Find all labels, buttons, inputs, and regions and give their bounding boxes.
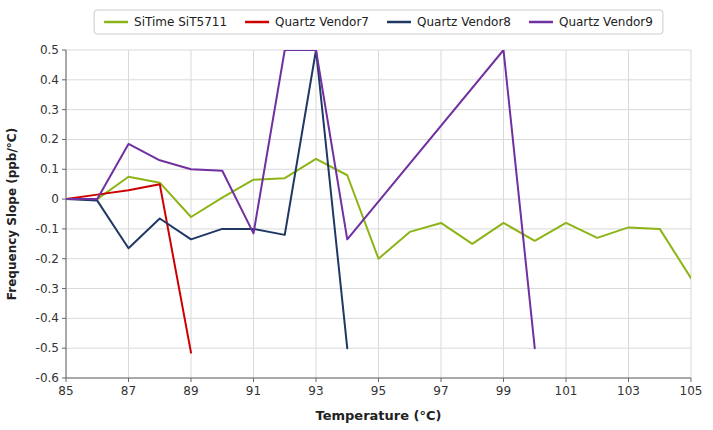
legend-label: SiTime SiT5711 <box>134 15 227 29</box>
x-tick-label: 105 <box>680 384 703 398</box>
y-tick-label: 0.4 <box>40 73 59 87</box>
legend-item: Quartz Vendor8 <box>387 15 511 29</box>
y-tick <box>62 288 66 289</box>
y-tick-label: 0 <box>51 192 59 206</box>
legend-swatch <box>387 21 411 24</box>
legend-label: Quartz Vendor9 <box>559 15 653 29</box>
y-tick <box>62 139 66 140</box>
x-tick <box>191 378 192 382</box>
y-tick-label: 0.3 <box>40 103 59 117</box>
y-tick <box>62 169 66 170</box>
grid-line <box>191 50 192 378</box>
series-line <box>66 50 347 348</box>
y-tick <box>62 258 66 259</box>
lines <box>66 50 691 353</box>
x-tick-label: 95 <box>371 384 386 398</box>
grid-line <box>441 50 442 378</box>
x-tick-label: 101 <box>555 384 578 398</box>
y-tick <box>62 228 66 229</box>
legend-item: Quartz Vendor7 <box>245 15 369 29</box>
grid-line <box>566 50 567 378</box>
y-tick <box>62 348 66 349</box>
y-axis-label: Frequency Slope (ppb/°C) <box>5 128 19 300</box>
x-axis-label: Temperature (°C) <box>316 408 442 423</box>
plot-area <box>66 50 691 378</box>
x-tick-label: 97 <box>433 384 448 398</box>
legend-label: Quartz Vendor7 <box>275 15 369 29</box>
legend-swatch <box>104 21 128 24</box>
legend-frame <box>94 10 663 34</box>
axes: 85 87 89 91 93 95 97 99 101 103 105 -0.6 -0.5 -0.4 -0.… <box>36 43 703 398</box>
y-tick-label: -0.4 <box>36 311 59 325</box>
y-tick-label: -0.5 <box>36 341 59 355</box>
x-tick-label: 103 <box>617 384 640 398</box>
x-tick <box>441 378 442 382</box>
y-tick <box>62 199 66 200</box>
y-tick-label: -0.2 <box>36 252 59 266</box>
grid-line <box>503 50 504 378</box>
x-tick <box>628 378 629 382</box>
grid-line <box>128 50 129 378</box>
y-tick <box>62 109 66 110</box>
x-tick-label: 85 <box>58 384 73 398</box>
series-line <box>66 184 191 352</box>
y-axis-line <box>66 50 67 378</box>
y-tick-label: 0.2 <box>40 132 59 146</box>
x-tick <box>253 378 254 382</box>
y-tick <box>62 318 66 319</box>
y-tick <box>62 79 66 80</box>
y-tick-label: 0.1 <box>40 162 59 176</box>
x-tick-label: 89 <box>183 384 198 398</box>
x-tick <box>128 378 129 382</box>
y-tick-label: 0.5 <box>40 43 59 57</box>
x-tick <box>566 378 567 382</box>
x-tick-label: 87 <box>121 384 136 398</box>
chart: 85 87 89 91 93 95 97 99 101 103 105 -0.6 -0.5 -0.4 -0.… <box>0 0 713 430</box>
x-tick <box>691 378 692 382</box>
x-tick-label: 99 <box>496 384 511 398</box>
grid-line <box>66 50 67 378</box>
y-tick <box>62 378 66 379</box>
x-tick-label: 91 <box>246 384 261 398</box>
y-tick-label: -0.3 <box>36 282 59 296</box>
legend-label: Quartz Vendor8 <box>417 15 511 29</box>
x-tick <box>316 378 317 382</box>
y-tick <box>62 50 66 51</box>
x-tick-label: 93 <box>308 384 323 398</box>
grid-line <box>691 50 692 378</box>
legend-item: Quartz Vendor9 <box>529 15 653 29</box>
legend-swatch <box>245 21 269 24</box>
x-tick <box>503 378 504 382</box>
x-tick <box>378 378 379 382</box>
legend: SiTime SiT5711 Quartz Vendor7 Quartz Vendo… <box>94 10 663 34</box>
y-tick-label: -0.6 <box>36 371 59 385</box>
x-tick <box>66 378 67 382</box>
legend-swatch <box>529 21 553 24</box>
y-tick-label: -0.1 <box>36 222 59 236</box>
grid-line <box>628 50 629 378</box>
grid-line <box>316 50 317 378</box>
legend-item: SiTime SiT5711 <box>104 15 227 29</box>
series-line <box>66 50 535 348</box>
grid-line <box>378 50 379 378</box>
grid-line <box>253 50 254 378</box>
grid <box>66 50 691 378</box>
